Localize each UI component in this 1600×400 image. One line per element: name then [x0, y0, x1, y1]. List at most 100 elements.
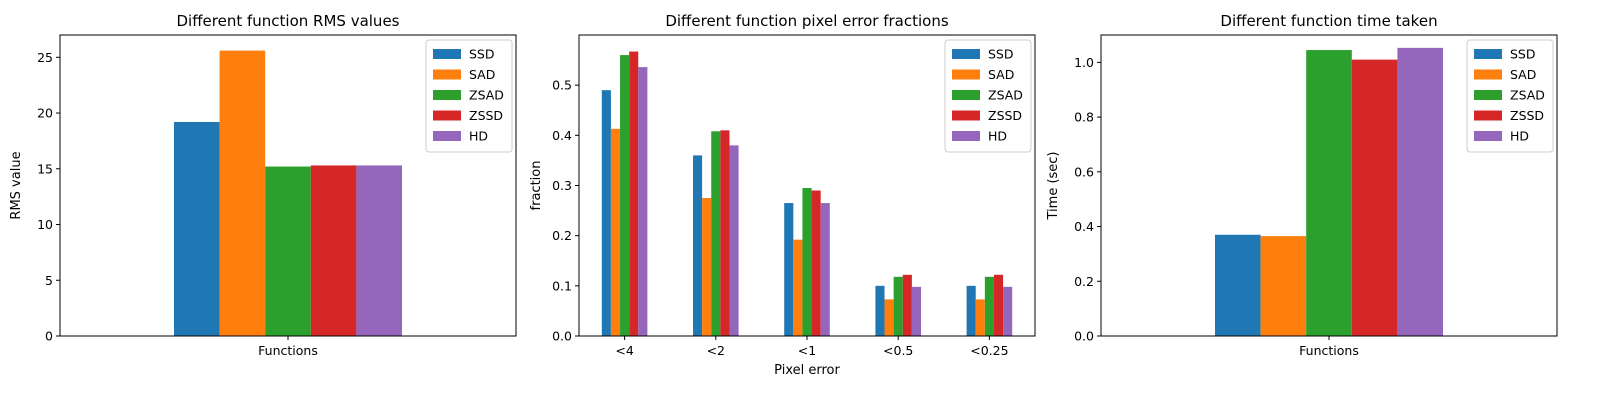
legend: SSD SAD ZSAD ZSSD HD: [944, 39, 1032, 153]
y-tick-label: 0: [45, 329, 53, 344]
y-tick-label: 15: [37, 161, 53, 176]
bar-hd-4: [1003, 286, 1013, 336]
bar-zsad-2: [802, 188, 812, 336]
legend-label-ssd: SSD: [988, 47, 1014, 62]
bar-zsad-0: [620, 55, 630, 337]
bar-zsad-3: [893, 276, 903, 336]
x-tick-label: <1: [798, 343, 816, 358]
legend-swatch-hd: [1474, 131, 1502, 141]
y-tick-label: 0.2: [552, 228, 572, 243]
bar-ssd-0: [601, 90, 611, 336]
bar-hd-0: [356, 165, 402, 336]
bar-ssd-4: [966, 285, 976, 336]
chart-title: Different function time taken: [1220, 12, 1437, 30]
legend-label-sad: SAD: [469, 67, 495, 82]
y-tick-label: 1.0: [1074, 55, 1094, 70]
bar-hd-3: [911, 286, 921, 336]
legend-swatch-zsad: [433, 90, 461, 100]
legend-label-ssd: SSD: [469, 47, 495, 62]
y-axis-label: RMS value: [9, 151, 24, 219]
bar-hd-0: [1397, 47, 1443, 337]
x-tick-label: Functions: [1299, 343, 1359, 358]
x-tick-label: Functions: [258, 343, 318, 358]
legend-label-sad: SAD: [988, 67, 1014, 82]
chart-title: Different function RMS values: [177, 12, 400, 30]
legend-swatch-zsad: [952, 90, 980, 100]
y-axis-label: fraction: [529, 161, 544, 211]
legend-label-zssd: ZSSD: [988, 108, 1022, 123]
y-tick-label: 0.6: [1074, 164, 1094, 179]
legend-swatch-sad: [952, 69, 980, 80]
bar-zsad-1: [711, 131, 721, 336]
legend-label-zssd: ZSSD: [469, 108, 503, 123]
bar-ssd-1: [693, 155, 703, 336]
y-tick-label: 0.1: [552, 278, 572, 293]
bar-ssd-3: [875, 285, 885, 336]
y-tick-label: 10: [37, 217, 53, 232]
legend-swatch-zssd: [952, 110, 980, 121]
y-tick-label: 0.3: [552, 178, 572, 193]
legend-label-zssd: ZSSD: [1510, 108, 1544, 123]
chart-2: 0.0 0.2 0.4 0.6 0.8 1.0 Functions Different fun…: [1046, 12, 1558, 358]
bar-zssd-2: [811, 190, 821, 336]
legend-swatch-zssd: [433, 110, 461, 121]
legend-swatch-zsad: [1474, 90, 1502, 100]
y-tick-label: 25: [37, 50, 53, 65]
bar-zssd-0: [310, 165, 357, 336]
legend-swatch-ssd: [1474, 49, 1502, 59]
chart-title: Different function pixel error fractions: [665, 12, 949, 30]
y-axis-label: Time (sec): [1046, 151, 1061, 220]
y-tick-label: 0.4: [552, 128, 572, 143]
bar-sad-2: [793, 239, 803, 336]
legend-swatch-hd: [433, 131, 461, 141]
legend-label-zsad: ZSAD: [988, 88, 1023, 103]
bar-ssd-2: [784, 203, 794, 336]
bar-zsad-0: [265, 166, 311, 336]
x-axis-label: Pixel error: [774, 363, 840, 378]
x-tick-label: <0.5: [883, 343, 913, 358]
legend-swatch-zssd: [1474, 110, 1502, 121]
x-tick-label: <2: [707, 343, 725, 358]
bar-zssd-4: [993, 274, 1004, 336]
legend-label-zsad: ZSAD: [1510, 88, 1545, 103]
legend-swatch-ssd: [433, 49, 461, 59]
y-tick-label: 0.2: [1074, 274, 1094, 289]
bar-hd-1: [729, 145, 739, 336]
legend-label-hd: HD: [1510, 129, 1529, 144]
bar-hd-0: [638, 67, 648, 337]
bar-zssd-1: [720, 130, 730, 336]
y-tick-label: 0.8: [1074, 110, 1094, 125]
legend-label-ssd: SSD: [1510, 47, 1536, 62]
y-tick-label: 0.5: [552, 78, 572, 93]
bar-ssd-0: [174, 121, 220, 336]
y-tick-label: 5: [45, 273, 53, 288]
bar-sad-0: [610, 128, 621, 336]
bar-hd-2: [820, 203, 830, 336]
legend-label-sad: SAD: [1510, 67, 1536, 82]
legend-label-hd: HD: [988, 129, 1007, 144]
bar-sad-0: [1260, 236, 1307, 336]
y-tick-label: 0.0: [1074, 329, 1094, 344]
chart-1: 0.0 0.1 0.2 0.3 0.4 0.5 <4 <2 <1 <0.5 <0.25 Differe…: [529, 12, 1036, 378]
bar-sad-1: [702, 198, 712, 336]
bar-zssd-0: [629, 51, 639, 337]
y-tick-label: 0.0: [552, 329, 572, 344]
x-tick-label: <0.25: [970, 343, 1008, 358]
legend-box: [1466, 39, 1554, 153]
bar-sad-4: [975, 299, 985, 336]
legend-label-hd: HD: [469, 129, 488, 144]
legend-swatch-sad: [1474, 69, 1502, 80]
bar-zssd-0: [1351, 59, 1398, 337]
legend-box: [944, 39, 1032, 153]
legend-swatch-sad: [433, 69, 461, 80]
bar-zsad-0: [1306, 50, 1352, 337]
bar-sad-3: [884, 299, 894, 336]
legend: SSD SAD ZSAD ZSSD HD: [425, 39, 513, 153]
y-tick-label: 20: [37, 106, 53, 121]
bar-zssd-3: [902, 274, 912, 336]
legend: SSD SAD ZSAD ZSSD HD: [1466, 39, 1554, 153]
x-tick-label: <4: [615, 343, 633, 358]
y-tick-label: 0.4: [1074, 219, 1094, 234]
bar-ssd-0: [1215, 234, 1261, 336]
